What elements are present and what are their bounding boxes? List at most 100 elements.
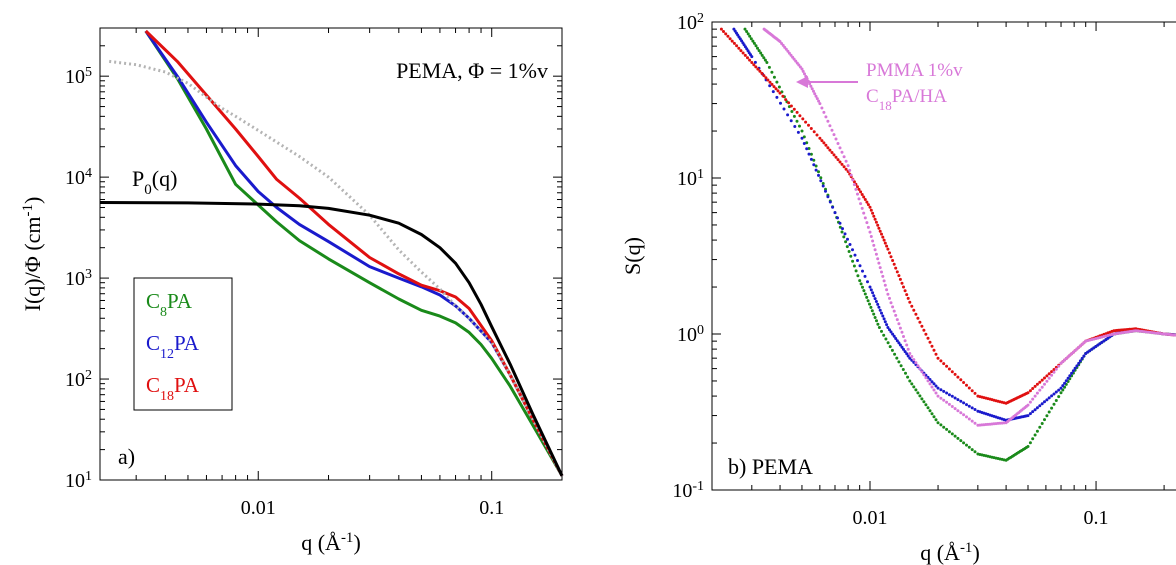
- data-point-c18pa: [789, 104, 793, 108]
- data-point-pmma-c18pa/ha: [844, 159, 848, 163]
- data-point-c18pa: [863, 198, 867, 201]
- data-point-pmma-c18pa/ha: [1057, 364, 1061, 368]
- data-point-c8pa: [844, 240, 848, 244]
- data-point-c18pa: [922, 328, 926, 332]
- data-point-c8pa: [876, 322, 880, 326]
- data-point-c8pa: [934, 418, 938, 422]
- data-point-c8pa: [842, 235, 846, 239]
- data-point-pmma-c18pa/ha: [851, 178, 855, 182]
- data-point-c12pa: [753, 60, 757, 64]
- data-point-c18pa: [859, 190, 863, 194]
- data-point-pmma-c18pa/ha: [883, 283, 887, 287]
- x-tick-label: 0.1: [1084, 507, 1109, 529]
- panel-b-xlabel: q (Å-1): [920, 540, 980, 565]
- data-point-c8pa: [790, 110, 794, 113]
- data-point-c12pa: [1043, 400, 1046, 404]
- data-point-c18pa: [871, 211, 875, 215]
- data-point-c8pa: [877, 326, 881, 329]
- data-point-c18pa: [730, 39, 734, 43]
- legend-entry-c12pa: C12PA: [146, 331, 200, 362]
- data-point-pmma-c18pa/ha: [778, 40, 782, 43]
- data-point-c12pa: [1045, 398, 1049, 402]
- pmma-arrow-head: [796, 76, 808, 88]
- data-point-c12pa: [851, 248, 854, 252]
- data-point-pmma-c18pa/ha: [792, 57, 796, 61]
- legend-box: [133, 277, 233, 411]
- data-point-c18pa: [956, 375, 960, 379]
- data-point-c8pa: [897, 360, 901, 364]
- data-point-c18pa: [953, 372, 957, 376]
- data-point-c8pa: [1033, 433, 1037, 437]
- data-point-c18pa: [930, 344, 934, 348]
- data-point-c18pa: [874, 220, 878, 224]
- data-point-pmma-c18pa/ha: [1038, 388, 1042, 392]
- data-point-c18pa: [787, 101, 791, 105]
- data-point-c12pa: [1078, 359, 1082, 363]
- data-point-c18pa: [840, 162, 844, 166]
- data-point-c18pa: [906, 296, 910, 300]
- data-point-c18pa: [838, 160, 842, 164]
- series-line-pmma-ref: [109, 59, 564, 477]
- data-point-c8pa: [965, 443, 968, 447]
- data-point-pmma-c18pa/ha: [826, 119, 830, 123]
- data-point-pmma-c18pa/ha: [830, 128, 834, 132]
- data-point-c18pa: [920, 324, 924, 328]
- y-tick-label: 102: [65, 368, 92, 392]
- data-point-c18pa: [1031, 387, 1035, 390]
- data-point-c18pa: [973, 391, 977, 395]
- data-point-c8pa: [772, 75, 776, 79]
- data-point-c12pa: [965, 403, 968, 407]
- data-point-c18pa: [860, 193, 864, 196]
- data-point-c12pa: [939, 388, 943, 392]
- data-point-c12pa: [1033, 408, 1037, 412]
- panel-a: 0.01 0.1 101 102 103 104 105 PEMA, Φ = 1%v P0(…: [20, 27, 564, 555]
- data-point-c8pa: [912, 385, 916, 389]
- data-point-pmma-c18pa/ha: [800, 67, 804, 71]
- data-point-c18pa: [1035, 382, 1039, 386]
- data-point-pmma-c18pa/ha: [947, 402, 951, 406]
- data-point-c8pa: [884, 337, 888, 341]
- data-point-c8pa: [882, 333, 886, 337]
- data-point-c18pa: [807, 123, 810, 127]
- data-point-pmma-c18pa/ha: [801, 69, 805, 73]
- data-point-pmma-c18pa/ha: [905, 343, 909, 347]
- data-point-c12pa: [942, 389, 946, 393]
- data-point-c18pa: [1033, 384, 1037, 388]
- data-point-c12pa: [848, 243, 852, 246]
- panel-a-frame: [99, 27, 563, 481]
- data-point-c8pa: [916, 391, 920, 395]
- data-point-c8pa: [807, 147, 811, 150]
- data-point-pmma-c18pa/ha: [922, 373, 926, 377]
- data-point-pmma-c18pa/ha: [1035, 391, 1039, 395]
- y-tick-label: 102: [677, 11, 704, 35]
- data-point-c18pa: [900, 281, 904, 285]
- data-point-c8pa: [1040, 422, 1044, 425]
- data-point-pmma-c18pa/ha: [1050, 373, 1054, 377]
- data-point-c18pa: [1045, 374, 1049, 378]
- data-point-c12pa: [793, 125, 797, 128]
- data-point-c18pa: [1026, 391, 1030, 395]
- data-point-pmma-c18pa/ha: [916, 364, 920, 368]
- data-point-c8pa: [910, 382, 914, 386]
- data-point-c12pa: [1061, 384, 1065, 388]
- data-point-c8pa: [805, 141, 809, 145]
- data-point-c12pa: [895, 339, 899, 343]
- data-point-c12pa: [883, 320, 887, 324]
- data-point-c12pa: [950, 394, 954, 398]
- data-point-c18pa: [908, 300, 912, 304]
- data-point-c18pa: [959, 378, 963, 382]
- legend: C8PA C12PA C18PA: [133, 277, 233, 411]
- data-point-c12pa: [812, 163, 816, 167]
- data-point-c18pa: [912, 308, 916, 312]
- data-point-c8pa: [817, 170, 820, 174]
- data-point-c18pa: [950, 370, 954, 374]
- data-point-pmma-c18pa/ha: [885, 288, 889, 292]
- data-point-c12pa: [953, 396, 957, 400]
- data-point-pmma-c18pa/ha: [854, 187, 858, 191]
- data-point-c18pa: [774, 87, 778, 91]
- data-point-c18pa: [857, 187, 861, 191]
- data-point-pmma-c18pa/ha: [934, 391, 938, 395]
- data-point-pmma-c18pa/ha: [813, 92, 817, 96]
- data-point-c12pa: [782, 107, 786, 111]
